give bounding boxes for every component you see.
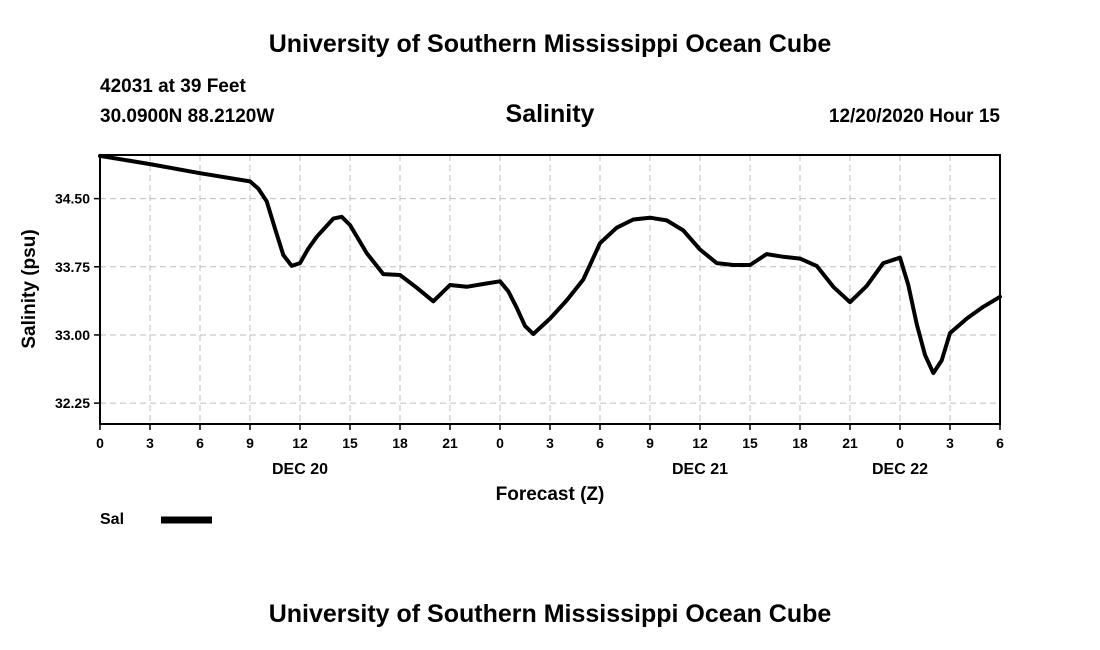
y-tick-labels: 32.25 33.00 33.75 34.50 — [55, 191, 90, 411]
chart-title: Salinity — [505, 100, 595, 128]
plot-area-frame — [99, 154, 1001, 425]
x-tick-label: 15 — [742, 435, 758, 451]
x-tick-label: 15 — [342, 435, 358, 451]
date-label: DEC 20 — [272, 461, 328, 478]
y-axis-title: Salinity (psu) — [19, 229, 40, 348]
x-tick-label: 21 — [442, 435, 458, 451]
page-title-top: University of Southern Mississippi Ocean… — [268, 30, 832, 58]
axis-ticks — [94, 197, 1001, 430]
x-tick-label: 12 — [292, 435, 308, 451]
x-tick-label: 6 — [196, 435, 204, 451]
x-tick-label: 9 — [246, 435, 254, 451]
station-label: 42031 at 39 Feet — [100, 76, 246, 97]
x-tick-label: 21 — [842, 435, 858, 451]
x-tick-label: 18 — [792, 435, 808, 451]
x-tick-label: 12 — [692, 435, 708, 451]
datetime-label: 12/20/2020 Hour 15 — [828, 106, 1000, 127]
date-label: DEC 22 — [872, 461, 928, 478]
x-tick-label: 3 — [546, 435, 554, 451]
y-tick-label: 33.00 — [55, 327, 90, 343]
x-tick-label: 9 — [646, 435, 654, 451]
x-tick-labels: 0 3 6 9 12 15 18 21 0 3 6 9 12 15 18 21 0 3 6 — [96, 435, 1004, 451]
date-label: DEC 21 — [672, 461, 728, 478]
date-labels: DEC 20 DEC 21 DEC 22 — [272, 461, 928, 478]
y-tick-label: 34.50 — [55, 191, 90, 207]
x-tick-label: 6 — [596, 435, 604, 451]
x-tick-label: 3 — [946, 435, 954, 451]
x-tick-label: 3 — [146, 435, 154, 451]
legend-label-sal: Sal — [100, 511, 124, 528]
grid-lines — [100, 155, 1000, 424]
x-tick-label: 6 — [996, 435, 1004, 451]
x-axis-title: Forecast (Z) — [496, 484, 605, 505]
salinity-series-line — [98, 153, 1002, 376]
x-tick-label: 0 — [496, 435, 504, 451]
x-tick-label: 0 — [96, 435, 104, 451]
x-tick-label: 0 — [896, 435, 904, 451]
y-tick-label: 32.25 — [55, 395, 90, 411]
y-tick-label: 33.75 — [55, 259, 90, 275]
x-tick-label: 18 — [392, 435, 408, 451]
page-title-bottom: University of Southern Mississippi Ocean… — [268, 600, 832, 628]
coordinates-label: 30.0900N 88.2120W — [100, 106, 275, 127]
